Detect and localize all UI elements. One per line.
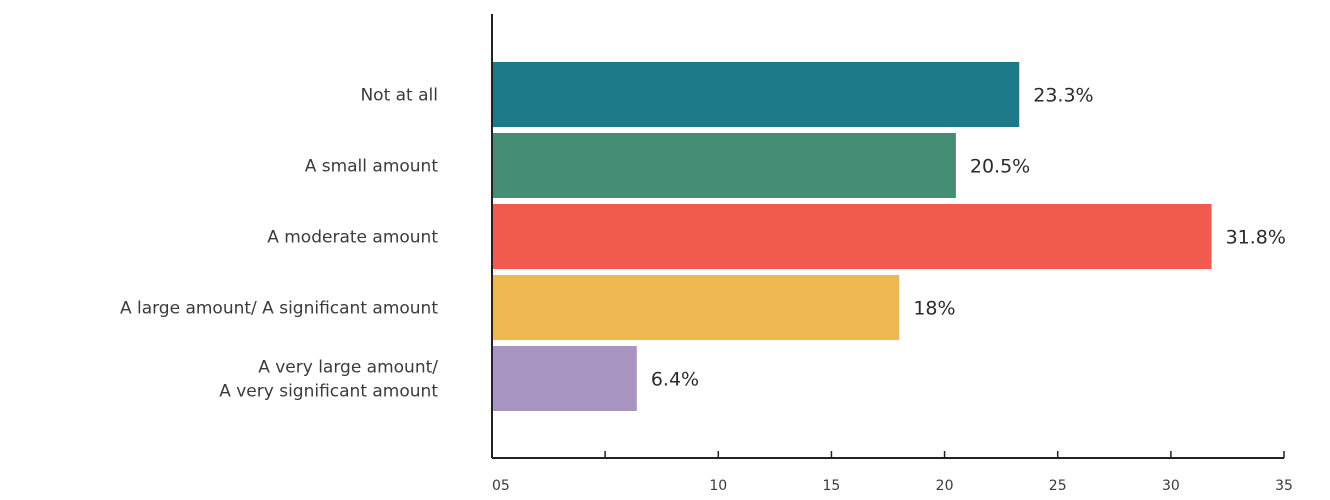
data-label: 31.8% bbox=[1226, 227, 1286, 249]
x-tick-label: 05 bbox=[492, 478, 510, 494]
axes-layer bbox=[491, 14, 1284, 459]
category-label: Not at all bbox=[360, 86, 438, 106]
bar bbox=[492, 346, 637, 411]
x-tick-label: 10 bbox=[709, 478, 727, 494]
category-label: A large amount/ A significant amount bbox=[120, 299, 438, 319]
bar bbox=[492, 204, 1212, 269]
category-label: A small amount bbox=[305, 157, 439, 177]
data-label: 18% bbox=[913, 298, 955, 320]
bars-layer bbox=[492, 62, 1212, 411]
x-tick-label: 30 bbox=[1162, 478, 1180, 494]
bar bbox=[492, 275, 900, 340]
bar bbox=[492, 133, 956, 198]
labels-layer: 23.3% Not at all 20.5% A small amount 31.8% A… bbox=[120, 85, 1286, 402]
category-label: A very large amount/A very significant a… bbox=[219, 358, 438, 402]
ticks-layer: 05 10 15 20 25 30 35 bbox=[491, 451, 1293, 494]
data-label: 23.3% bbox=[1033, 85, 1093, 107]
data-label: 6.4% bbox=[651, 369, 699, 391]
x-tick-label: 20 bbox=[936, 478, 954, 494]
category-label: A moderate amount bbox=[267, 228, 438, 248]
x-tick-label: 15 bbox=[823, 478, 841, 494]
x-tick-label: 25 bbox=[1049, 478, 1067, 494]
x-tick-label: 35 bbox=[1275, 478, 1293, 494]
data-label: 20.5% bbox=[970, 156, 1030, 178]
bar bbox=[492, 62, 1020, 127]
